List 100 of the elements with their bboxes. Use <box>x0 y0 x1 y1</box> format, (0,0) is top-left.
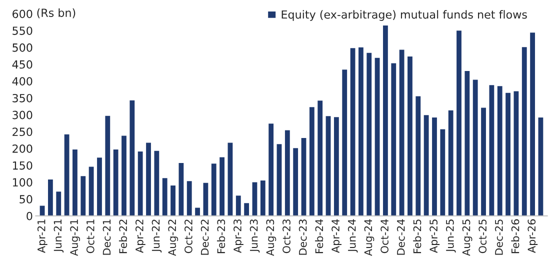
bar <box>326 116 331 216</box>
bar <box>350 48 356 216</box>
bar <box>391 63 396 216</box>
x-tick-label: Oct-22 <box>184 220 192 254</box>
x-tick-label: Jun-24 <box>348 219 358 252</box>
bar <box>399 50 404 216</box>
bar <box>146 142 151 216</box>
bar <box>497 86 502 216</box>
bar <box>260 180 266 216</box>
bar <box>424 115 429 216</box>
y-tick-label: 500 <box>12 43 32 52</box>
y-tick-label: 0 <box>26 212 32 220</box>
bar <box>105 116 110 216</box>
bar <box>170 186 176 216</box>
legend-label: Equity (ex-arbitrage) mutual funds net flows <box>282 10 527 21</box>
bar <box>195 208 200 216</box>
x-tick-label: Oct-21 <box>86 220 94 254</box>
x-tick-label: Apr-24 <box>332 219 342 253</box>
bar <box>220 157 224 216</box>
bar <box>334 117 339 216</box>
y-tick-label: 100 <box>12 178 32 187</box>
x-tick-label: Feb-23 <box>217 219 226 254</box>
bar <box>48 179 53 216</box>
bar <box>138 152 143 216</box>
bar <box>276 144 282 216</box>
x-tick-label: Feb-24 <box>315 219 324 254</box>
y-tick-label: 450 <box>12 60 32 69</box>
bar <box>522 47 527 216</box>
bar <box>318 100 323 216</box>
y-tick-label: 250 <box>12 128 32 136</box>
x-tick-label: Aug-23 <box>266 219 276 256</box>
bar <box>244 203 250 216</box>
bar <box>301 138 306 216</box>
bar <box>464 71 470 216</box>
y-tick-label: 150 <box>12 161 32 170</box>
bar <box>80 176 86 216</box>
bar <box>293 148 298 216</box>
bar <box>489 85 494 216</box>
x-tick-label: Oct-25 <box>478 220 487 254</box>
y-tick-label: 350 <box>12 94 32 102</box>
x-tick-label: Apr-22 <box>135 220 146 253</box>
bar <box>506 92 510 216</box>
bar <box>88 166 94 216</box>
x-tick-label: Jun-25 <box>446 220 456 252</box>
bar <box>284 130 290 216</box>
bar <box>203 182 208 216</box>
bar <box>113 150 118 216</box>
x-tick-label: Feb-22 <box>118 220 128 254</box>
y-tick-label: 550 <box>12 26 32 35</box>
bar <box>130 100 135 216</box>
x-tick-label: Apr-25 <box>430 220 440 253</box>
x-tick-label: Dec-21 <box>102 220 111 255</box>
bar <box>366 52 372 216</box>
bar <box>72 150 78 216</box>
bar <box>178 162 184 216</box>
y-tick-label: 300 <box>12 110 32 120</box>
y-tick-label: 200 <box>12 144 32 153</box>
bar <box>440 129 446 216</box>
x-tick-label: Dec-24 <box>396 219 405 255</box>
y-tick-label: 50 <box>20 195 32 204</box>
bar <box>342 70 348 216</box>
y-axis-title: (Rs bn) <box>37 8 76 18</box>
bar <box>97 158 102 216</box>
x-tick-label: Oct-24 <box>380 219 388 254</box>
bar <box>186 181 192 216</box>
bar <box>122 136 126 216</box>
x-tick-label: Feb-25 <box>413 220 422 254</box>
bar <box>416 96 421 216</box>
bar <box>309 107 314 216</box>
bar <box>56 192 62 216</box>
bar <box>408 56 412 216</box>
bar <box>383 26 388 216</box>
bar <box>268 124 274 216</box>
bar <box>514 91 519 216</box>
bar <box>530 32 535 216</box>
x-tick-label: Jun-22 <box>152 220 162 252</box>
x-tick-label: Apr-21 <box>37 220 48 253</box>
x-tick-label: Dec-25 <box>495 220 503 255</box>
bar <box>538 118 544 216</box>
bar <box>472 80 478 216</box>
x-tick-label: Aug-24 <box>364 219 374 256</box>
x-tick-label: Oct-23 <box>282 219 290 254</box>
bar <box>154 150 160 216</box>
bar <box>358 47 364 216</box>
bar <box>448 110 454 216</box>
x-tick-label: Jun-21 <box>54 220 64 252</box>
bar <box>162 178 168 216</box>
bar <box>228 142 233 216</box>
bar <box>236 196 241 216</box>
bar <box>481 108 486 216</box>
y-tick-label: 600 <box>12 10 32 18</box>
x-tick-label: Aug-22 <box>168 220 178 256</box>
bar <box>64 134 70 216</box>
x-tick-label: Apr-26 <box>528 219 538 253</box>
x-tick-label: Dec-23 <box>298 219 307 255</box>
bar <box>211 164 216 216</box>
x-tick-label: Feb-26 <box>511 219 520 254</box>
bar <box>456 30 462 216</box>
x-tick-label: Aug-21 <box>70 220 80 256</box>
bar <box>432 118 437 216</box>
